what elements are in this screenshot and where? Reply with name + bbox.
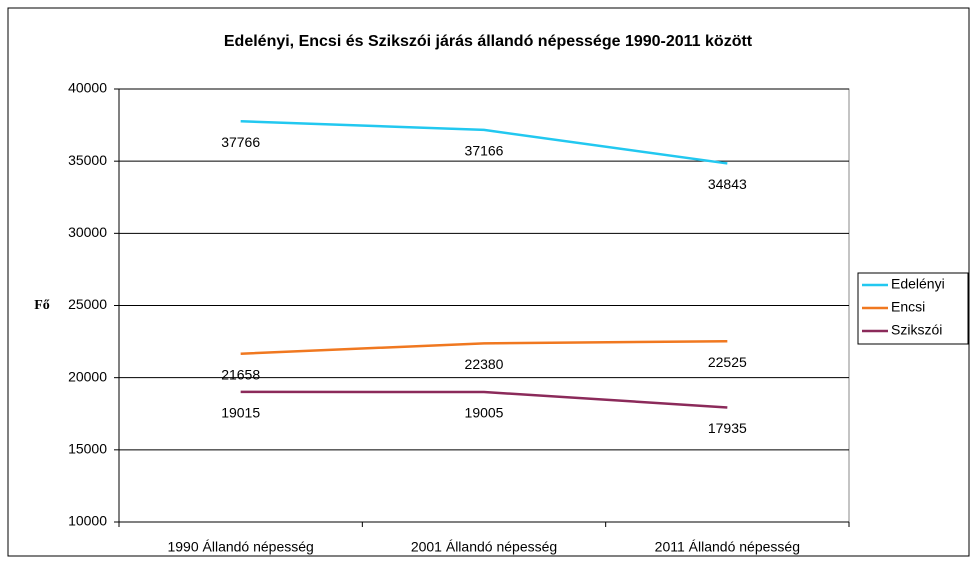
chart-title: Edelényi, Encsi és Szikszói járás álland… [224, 33, 753, 50]
x-tick-label: 1990 Állandó népesség [167, 539, 313, 555]
data-label: 19015 [221, 405, 260, 421]
data-label: 22380 [465, 356, 504, 372]
data-label: 37166 [465, 143, 504, 159]
y-tick-label: 20000 [68, 368, 107, 384]
series-line [240, 119, 728, 165]
data-label: 37766 [221, 134, 260, 150]
data-label: 34843 [708, 176, 747, 192]
y-tick-label: 40000 [68, 80, 107, 96]
y-tick-label: 15000 [68, 441, 107, 457]
y-tick-label: 30000 [68, 224, 107, 240]
x-tick-label: 2001 Állandó népesség [411, 539, 557, 555]
series-line [240, 339, 728, 355]
legend-label: Encsi [891, 299, 925, 315]
y-axis-label: Fő [34, 298, 50, 313]
y-tick-label: 35000 [68, 152, 107, 168]
legend-label: Edelényi [891, 276, 945, 292]
x-tick-label: 2011 Állandó népesség [655, 539, 800, 555]
y-tick-label: 25000 [68, 296, 107, 312]
series-line [240, 390, 728, 409]
chart-border [7, 7, 970, 557]
data-label: 19005 [465, 405, 504, 421]
legend-label: Szikszói [891, 322, 942, 338]
data-label: 22525 [708, 354, 747, 370]
data-label: 17935 [708, 420, 747, 436]
y-tick-label: 10000 [68, 513, 107, 529]
data-label: 21658 [221, 366, 260, 382]
